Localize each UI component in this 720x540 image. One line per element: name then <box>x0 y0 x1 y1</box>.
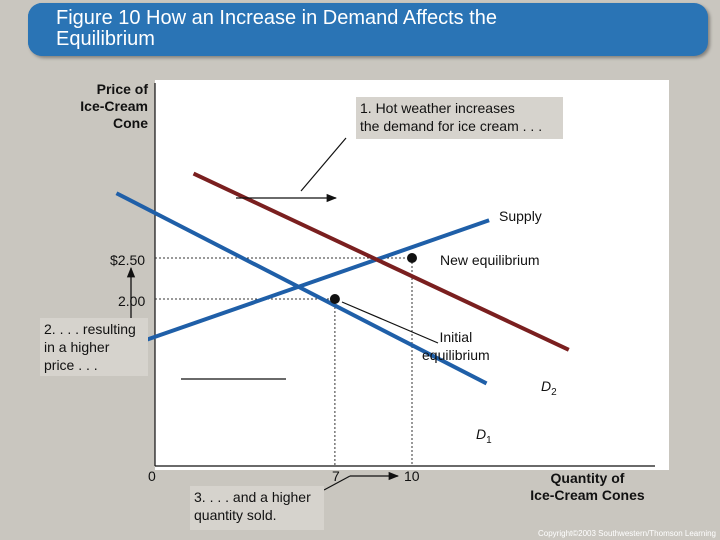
hot-weather-pointer <box>300 137 347 192</box>
d2-letter: D <box>541 378 552 394</box>
copyright-footer: Copyright©2003 Southwestern/Thomson Lear… <box>538 529 716 538</box>
title-banner: Figure 10 How an Increase in Demand Affe… <box>28 3 708 56</box>
d1-letter: D <box>476 426 487 442</box>
quantity-pointer <box>323 475 351 491</box>
series-line-d2 <box>192 171 570 352</box>
x-tick-label-0: 0 <box>148 468 156 484</box>
x-axis-title: Quantity of Ice-Cream Cones <box>530 470 645 503</box>
d1-subscript: 1 <box>486 434 492 446</box>
callout-quantity-sold: 3. . . . and a higher quantity sold. <box>190 486 324 530</box>
slide-title: Figure 10 How an Increase in Demand Affe… <box>56 7 497 50</box>
y-axis-title: Price of Ice-Cream Cone <box>80 81 148 131</box>
left-margin <box>0 46 155 540</box>
x-tick-label-10: 10 <box>404 468 420 484</box>
new-equilibrium-point <box>407 253 417 263</box>
initial-equilibrium-label: Initial equilibrium <box>422 329 490 363</box>
d1-label: D1 <box>476 426 492 446</box>
initial-eq-pointer <box>341 301 439 344</box>
x-tick-label-7: 7 <box>332 468 340 484</box>
new-equilibrium-label: New equilibrium <box>440 252 540 268</box>
callout-hot-weather: 1. Hot weather increases the demand for … <box>356 97 563 139</box>
y-tick-label-2.50: $2.50 <box>110 252 146 268</box>
callout-higher-price: 2. . . . resulting in a higher price . .… <box>40 318 148 376</box>
supply-label: Supply <box>499 208 542 224</box>
d2-subscript: 2 <box>551 386 557 398</box>
series-line-d1 <box>115 191 488 386</box>
initial-equilibrium-point <box>329 294 340 304</box>
series-line-supply <box>131 218 490 347</box>
d2-label: D2 <box>541 378 557 398</box>
y-tick-label-2.00: 2.00 <box>118 293 146 309</box>
